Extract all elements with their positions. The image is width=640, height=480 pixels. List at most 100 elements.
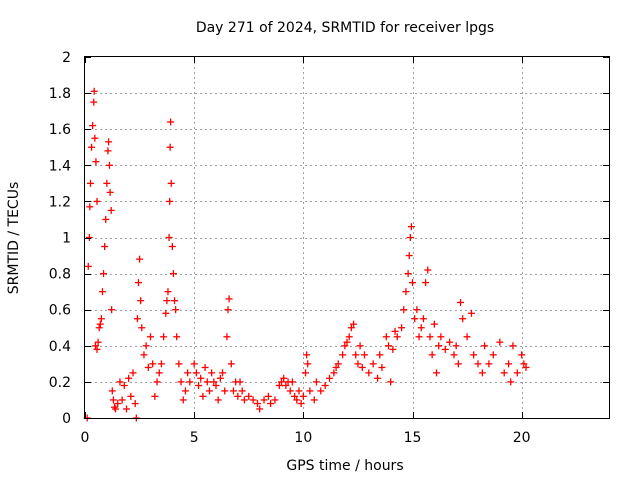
data-point xyxy=(89,122,97,130)
data-point xyxy=(171,297,179,305)
data-point xyxy=(350,320,358,328)
y-tick-label: 1.6 xyxy=(49,122,71,138)
data-point xyxy=(219,369,227,377)
data-point xyxy=(264,392,272,400)
data-point xyxy=(312,378,320,386)
data-point xyxy=(299,392,307,400)
data-point xyxy=(190,360,198,368)
data-point xyxy=(86,179,94,187)
data-point xyxy=(90,98,98,106)
chart-title: Day 271 of 2024, SRMTID for receiver lpg… xyxy=(196,20,494,36)
data-point xyxy=(224,306,232,314)
data-point xyxy=(234,392,242,400)
data-point xyxy=(93,345,101,353)
data-point xyxy=(384,342,392,350)
data-point xyxy=(103,179,111,187)
data-point xyxy=(173,333,181,341)
data-point xyxy=(175,360,183,368)
data-point xyxy=(295,387,303,395)
data-point xyxy=(376,351,384,359)
data-point xyxy=(116,378,124,386)
data-point xyxy=(310,396,318,404)
data-point xyxy=(463,333,471,341)
data-point xyxy=(245,392,253,400)
data-point xyxy=(94,338,102,346)
data-point xyxy=(304,360,312,368)
data-point xyxy=(330,369,338,377)
data-point xyxy=(387,378,395,386)
data-point xyxy=(129,369,137,377)
data-point xyxy=(179,396,187,404)
data-point xyxy=(321,382,329,390)
data-point xyxy=(167,179,175,187)
data-point xyxy=(358,363,366,371)
data-point xyxy=(85,234,93,241)
data-point xyxy=(177,378,185,386)
data-point xyxy=(356,342,364,350)
data-point xyxy=(166,197,174,205)
y-tick-label: 1 xyxy=(62,231,71,247)
data-point xyxy=(91,134,99,142)
y-tick-label: 0.4 xyxy=(49,339,71,355)
data-point xyxy=(106,188,114,196)
data-point xyxy=(98,288,106,296)
data-point xyxy=(402,288,410,296)
data-point xyxy=(168,243,176,251)
grid-lines xyxy=(85,57,609,418)
data-point xyxy=(86,203,94,211)
x-tick-label: 15 xyxy=(404,430,422,446)
y-tick-label: 0.6 xyxy=(49,303,71,319)
data-point xyxy=(221,387,229,395)
y-tick-label: 1.8 xyxy=(49,86,71,102)
data-point xyxy=(317,387,325,395)
data-point xyxy=(181,387,189,395)
data-point xyxy=(478,369,486,377)
data-point xyxy=(297,400,305,408)
data-point xyxy=(167,118,175,126)
data-point xyxy=(249,396,257,404)
data-point xyxy=(227,360,235,368)
data-point xyxy=(238,387,246,395)
data-point xyxy=(407,223,415,231)
data-point xyxy=(452,342,460,350)
data-point xyxy=(354,360,362,368)
data-point xyxy=(433,369,441,377)
data-point xyxy=(104,147,112,155)
data-point xyxy=(278,378,285,386)
data-point xyxy=(435,342,443,350)
data-point xyxy=(195,382,203,390)
data-point xyxy=(406,234,414,241)
data-point xyxy=(108,306,116,314)
data-point xyxy=(125,374,133,382)
x-axis-tick-labels: 0 5 10 15 20 xyxy=(81,430,531,446)
data-point xyxy=(186,378,194,386)
data-point xyxy=(236,378,244,386)
data-point xyxy=(389,345,397,353)
data-point xyxy=(197,374,205,382)
data-point xyxy=(108,387,116,395)
data-point xyxy=(203,378,211,386)
data-point xyxy=(136,255,144,263)
data-point xyxy=(520,360,528,368)
data-point xyxy=(303,351,311,359)
data-point xyxy=(345,333,353,341)
data-point xyxy=(208,369,216,377)
data-point xyxy=(88,143,96,151)
data-point xyxy=(282,382,290,390)
x-tick-label: 10 xyxy=(294,430,312,446)
data-point xyxy=(114,400,122,408)
data-point xyxy=(428,351,436,359)
data-point xyxy=(105,161,113,169)
x-tick-label: 20 xyxy=(513,430,531,446)
data-point xyxy=(411,315,419,323)
data-point xyxy=(343,338,351,346)
data-point xyxy=(225,295,233,303)
data-point xyxy=(391,327,399,335)
data-point xyxy=(166,143,174,151)
data-point xyxy=(454,360,462,368)
data-point xyxy=(214,396,222,404)
data-point xyxy=(100,270,108,278)
data-point xyxy=(212,382,220,390)
data-point xyxy=(253,400,261,408)
data-point xyxy=(426,333,434,341)
